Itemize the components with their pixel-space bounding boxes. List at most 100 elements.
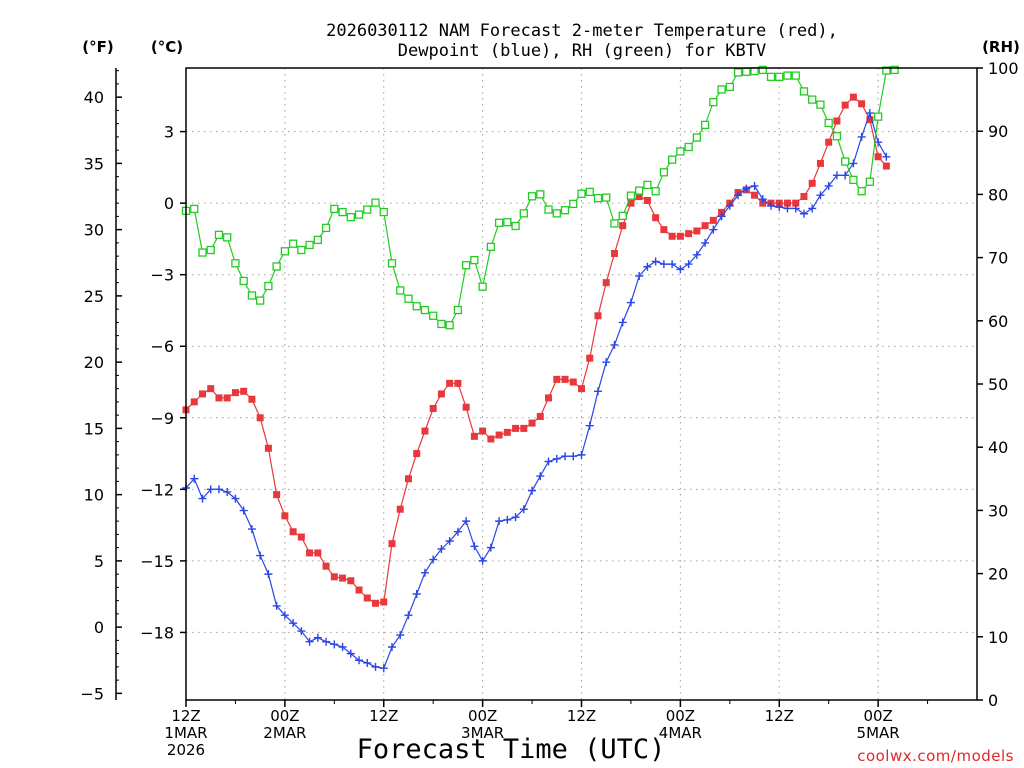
x-tick-label: 00Z (666, 707, 695, 725)
dewpoint-point (198, 494, 207, 503)
temperature-point (652, 214, 660, 222)
celsius-tick-label: 3 (164, 123, 174, 142)
fahrenheit-tick-label: 20 (84, 353, 104, 372)
gridlines (185, 68, 977, 700)
rh-point (412, 302, 421, 311)
rh-point (775, 72, 784, 81)
temperature-point (783, 199, 791, 207)
dewpoint-point (330, 640, 339, 649)
fahrenheit-tick-label: 25 (84, 287, 104, 306)
dewpoint-point (379, 664, 388, 673)
rh-point (354, 210, 364, 219)
dewpoint-point (437, 544, 446, 553)
dewpoint-point (429, 555, 438, 564)
rh-point (247, 291, 257, 300)
rh-point (214, 230, 224, 239)
x-tick-label: 12Z (171, 707, 200, 725)
rh-point (873, 112, 883, 121)
rh-point (824, 118, 833, 128)
rh-point (569, 199, 578, 209)
dewpoint-point (717, 212, 726, 221)
rh-point (626, 191, 636, 200)
rh-point (766, 72, 776, 81)
rh-point (659, 168, 669, 177)
temperature-point (816, 159, 824, 167)
rh-point (231, 259, 240, 268)
temperature-point (314, 549, 322, 557)
dewpoint-point (791, 204, 800, 213)
temperature-point (487, 435, 495, 443)
dewpoint-point (585, 421, 594, 430)
dewpoint-point (256, 551, 265, 560)
dewpoint-point (445, 537, 454, 546)
axes: −50510152025303540−18−15−12−9−6−30301020… (80, 59, 1018, 759)
temperature-point (685, 230, 693, 238)
temperature-point (388, 540, 396, 548)
rh-point (816, 100, 825, 109)
rh-point (280, 247, 290, 256)
temperature-point (676, 232, 684, 240)
rh-point (709, 97, 718, 107)
dewpoint-point (552, 454, 561, 463)
dewpoint-point (816, 191, 825, 200)
rh-point (206, 245, 215, 255)
dewpoint-point (882, 152, 891, 161)
rh-tick-label: 70 (988, 249, 1008, 268)
rh-point (849, 175, 858, 185)
temperature-point (619, 222, 627, 230)
dewpoint-point (289, 619, 298, 628)
dewpoint-point (783, 204, 792, 213)
dewpoint-point (618, 318, 627, 327)
rh-point (239, 276, 248, 286)
rh-point (437, 319, 446, 329)
temperature-point (264, 444, 272, 452)
dewpoint-point (528, 486, 537, 495)
rh-point (544, 205, 553, 214)
temperature-point (808, 179, 816, 187)
rh-tick-label: 30 (988, 501, 1008, 520)
rh-point (346, 213, 355, 222)
rh-point (288, 239, 298, 248)
dewpoint-point (486, 543, 495, 552)
temperature-point (322, 562, 330, 570)
rh-tick-label: 40 (988, 438, 1008, 457)
rh-tick-label: 100 (988, 59, 1019, 78)
dewpoint-point (313, 633, 322, 642)
fahrenheit-tick-label: 10 (84, 486, 104, 505)
temperature-point (306, 549, 314, 557)
dewpoint-point (470, 542, 479, 551)
dewpoint-point (412, 590, 421, 599)
temperature-point (569, 378, 577, 386)
rh-point (305, 240, 314, 250)
celsius-tick-label: 0 (164, 194, 174, 213)
chart-title-line-2: Dewpoint (blue), RH (green) for KBTV (398, 41, 766, 61)
temperature-point (528, 419, 536, 427)
temperature-point (709, 216, 717, 224)
dewpoint-point (659, 260, 668, 269)
temperature-point (330, 573, 338, 581)
temperature-point (594, 312, 602, 320)
rh-point (841, 157, 850, 166)
x-tick-label: 1MAR (164, 724, 207, 742)
rh-point (404, 294, 413, 303)
temperature-point (248, 395, 256, 403)
temperature-point (578, 385, 585, 393)
temperature-point (256, 414, 264, 422)
temperature-point (396, 505, 404, 513)
temperature-point (520, 424, 528, 432)
dewpoint-point (758, 195, 767, 204)
temperature-point (874, 153, 882, 161)
rh-point (272, 262, 281, 271)
dewpoint-point (396, 631, 405, 640)
rh-point (371, 198, 380, 207)
rh-point (190, 204, 199, 214)
temperature-point (190, 398, 198, 406)
rh-series (181, 65, 899, 330)
dewpoint-point (643, 262, 652, 271)
rh-point (577, 189, 586, 198)
temperature-point (339, 574, 347, 582)
x-axis-title: Forecast Time (UTC) (357, 734, 666, 765)
rh-point (832, 132, 842, 141)
rh-point (511, 221, 520, 231)
